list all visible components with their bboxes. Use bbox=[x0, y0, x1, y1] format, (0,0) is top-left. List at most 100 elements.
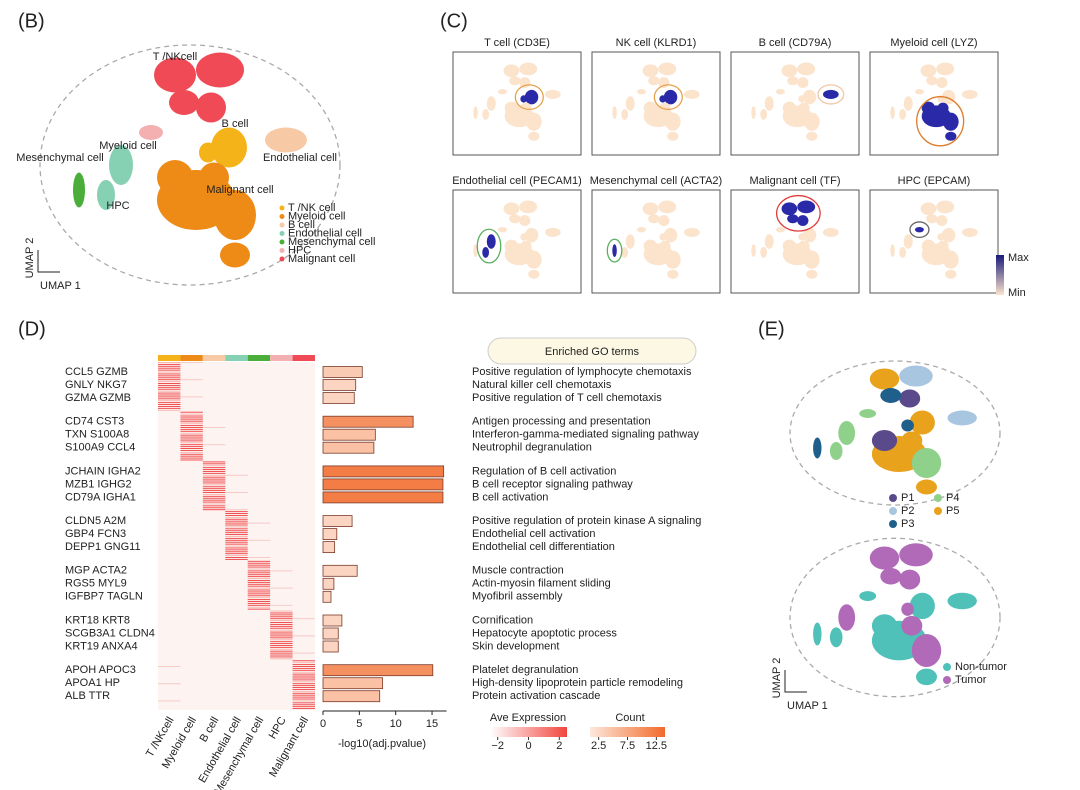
gene-label: RGS5 MYL9 bbox=[65, 578, 127, 590]
heatmap-stripe bbox=[202, 501, 226, 503]
axis-arrows bbox=[784, 670, 807, 693]
cell-cluster bbox=[901, 431, 923, 450]
cell-cluster bbox=[901, 602, 914, 616]
cell-cluster bbox=[482, 108, 490, 120]
heatmap-stripe bbox=[158, 402, 181, 404]
cell-cluster bbox=[684, 227, 700, 237]
gene-label: IGFBP7 TAGLN bbox=[65, 591, 143, 603]
heatmap-stripe bbox=[158, 363, 181, 365]
heatmap-stripe bbox=[292, 675, 315, 677]
cluster-label: Mesenchymal cell bbox=[16, 152, 103, 164]
heatmap-stripe bbox=[292, 681, 315, 683]
heatmap-stripe bbox=[225, 518, 248, 520]
go-term: High-density lipoprotein particle remode… bbox=[472, 677, 683, 689]
cell-cluster bbox=[658, 77, 670, 89]
go-term: Antigen processing and presentation bbox=[472, 416, 651, 428]
heatmap-stripe bbox=[158, 369, 181, 371]
heatmap-stripe bbox=[202, 478, 226, 480]
cell-cluster bbox=[214, 190, 256, 240]
cell-cluster bbox=[520, 240, 532, 252]
cell-cluster bbox=[803, 250, 820, 269]
x-tick-label: 5 bbox=[356, 718, 362, 730]
legend-label: P4 bbox=[946, 492, 959, 504]
heatmap-stripe bbox=[225, 551, 248, 553]
heatmap-stripe bbox=[247, 597, 271, 599]
cell-cluster bbox=[869, 368, 900, 390]
cell-cluster bbox=[519, 77, 531, 89]
cell-cluster bbox=[545, 89, 561, 99]
gene-label: APOH APOC3 bbox=[65, 664, 136, 676]
heatmap-stripe bbox=[270, 620, 293, 622]
cell-cluster bbox=[797, 62, 816, 76]
heatmap-stripe bbox=[225, 553, 248, 555]
bar bbox=[322, 415, 414, 428]
heatmap-stripe bbox=[180, 436, 203, 438]
go-term: Neutrophil degranulation bbox=[472, 442, 592, 454]
axis-label: UMAP 2 bbox=[24, 238, 36, 279]
bar bbox=[322, 515, 353, 527]
heatmap-stripe bbox=[225, 520, 248, 522]
cell-cluster bbox=[497, 88, 507, 95]
highlight-ring bbox=[775, 194, 821, 232]
cell-cluster bbox=[962, 227, 978, 237]
heatmap-stripe bbox=[225, 509, 248, 511]
tick-label: 2 bbox=[556, 740, 562, 752]
gene-label: GNLY NKG7 bbox=[65, 379, 127, 391]
heatmap-stripe bbox=[247, 608, 271, 610]
legend-label: P5 bbox=[946, 505, 959, 517]
cell-cluster bbox=[524, 89, 539, 105]
heatmap-stripe bbox=[225, 474, 248, 476]
heatmap-stripe bbox=[158, 386, 181, 388]
heatmap-stripe bbox=[180, 417, 203, 419]
cell-cluster bbox=[157, 160, 193, 195]
cell-cluster bbox=[829, 442, 843, 460]
heatmap-stripe bbox=[270, 623, 293, 625]
legend-swatch bbox=[279, 222, 285, 228]
cell-cluster bbox=[775, 88, 785, 95]
cell-cluster bbox=[871, 614, 898, 638]
heatmap-stripe bbox=[202, 509, 226, 511]
cell-cluster bbox=[798, 102, 810, 114]
heatmap-stripe bbox=[202, 467, 226, 469]
heatmap-stripe bbox=[247, 576, 271, 578]
heatmap-stripe bbox=[270, 644, 293, 646]
heatmap-stripe bbox=[202, 492, 226, 493]
heatmap-stripe bbox=[158, 367, 181, 369]
cell-cluster bbox=[911, 634, 942, 667]
heatmap-stripe bbox=[202, 480, 226, 482]
heatmap-stripe bbox=[158, 388, 181, 390]
go-term: Hepatocyte apoptotic process bbox=[472, 627, 617, 639]
heatmap-stripe bbox=[158, 362, 181, 363]
go-term: Skin development bbox=[472, 640, 559, 652]
heatmap-stripe bbox=[225, 536, 248, 537]
gene-label: MGP ACTA2 bbox=[65, 565, 127, 577]
heatmap-stripe bbox=[292, 667, 315, 669]
heatmap-stripe bbox=[180, 448, 203, 449]
heatmap-stripe bbox=[247, 593, 271, 595]
bar bbox=[322, 614, 343, 627]
panel-label: (B) bbox=[18, 10, 45, 32]
heatmap-stripe bbox=[202, 472, 226, 474]
cell-cluster bbox=[901, 419, 914, 432]
gene-label: MZB1 IGHG2 bbox=[65, 478, 132, 490]
cell-cluster bbox=[528, 269, 540, 279]
cell-cluster bbox=[154, 57, 196, 93]
heatmap-stripe bbox=[225, 558, 248, 560]
heatmap-stripe bbox=[247, 539, 271, 541]
cell-cluster bbox=[139, 125, 163, 140]
bar bbox=[322, 491, 444, 504]
heatmap-stripe bbox=[158, 400, 181, 402]
heatmap-stripe bbox=[247, 560, 271, 562]
heatmap-stripe bbox=[180, 428, 203, 430]
go-term: B cell activation bbox=[472, 491, 548, 503]
heatmap-stripe bbox=[158, 371, 181, 373]
heatmap-stripe bbox=[158, 700, 181, 702]
highlight-ring bbox=[916, 96, 965, 147]
cell-cluster bbox=[936, 62, 955, 76]
cell-cluster bbox=[520, 102, 532, 114]
cell-cluster bbox=[520, 95, 528, 103]
heatmap-stripe bbox=[225, 547, 248, 549]
heatmap-stripe bbox=[158, 683, 181, 685]
gene-label: GZMA GZMB bbox=[65, 392, 131, 404]
heatmap-stripe bbox=[158, 373, 181, 375]
